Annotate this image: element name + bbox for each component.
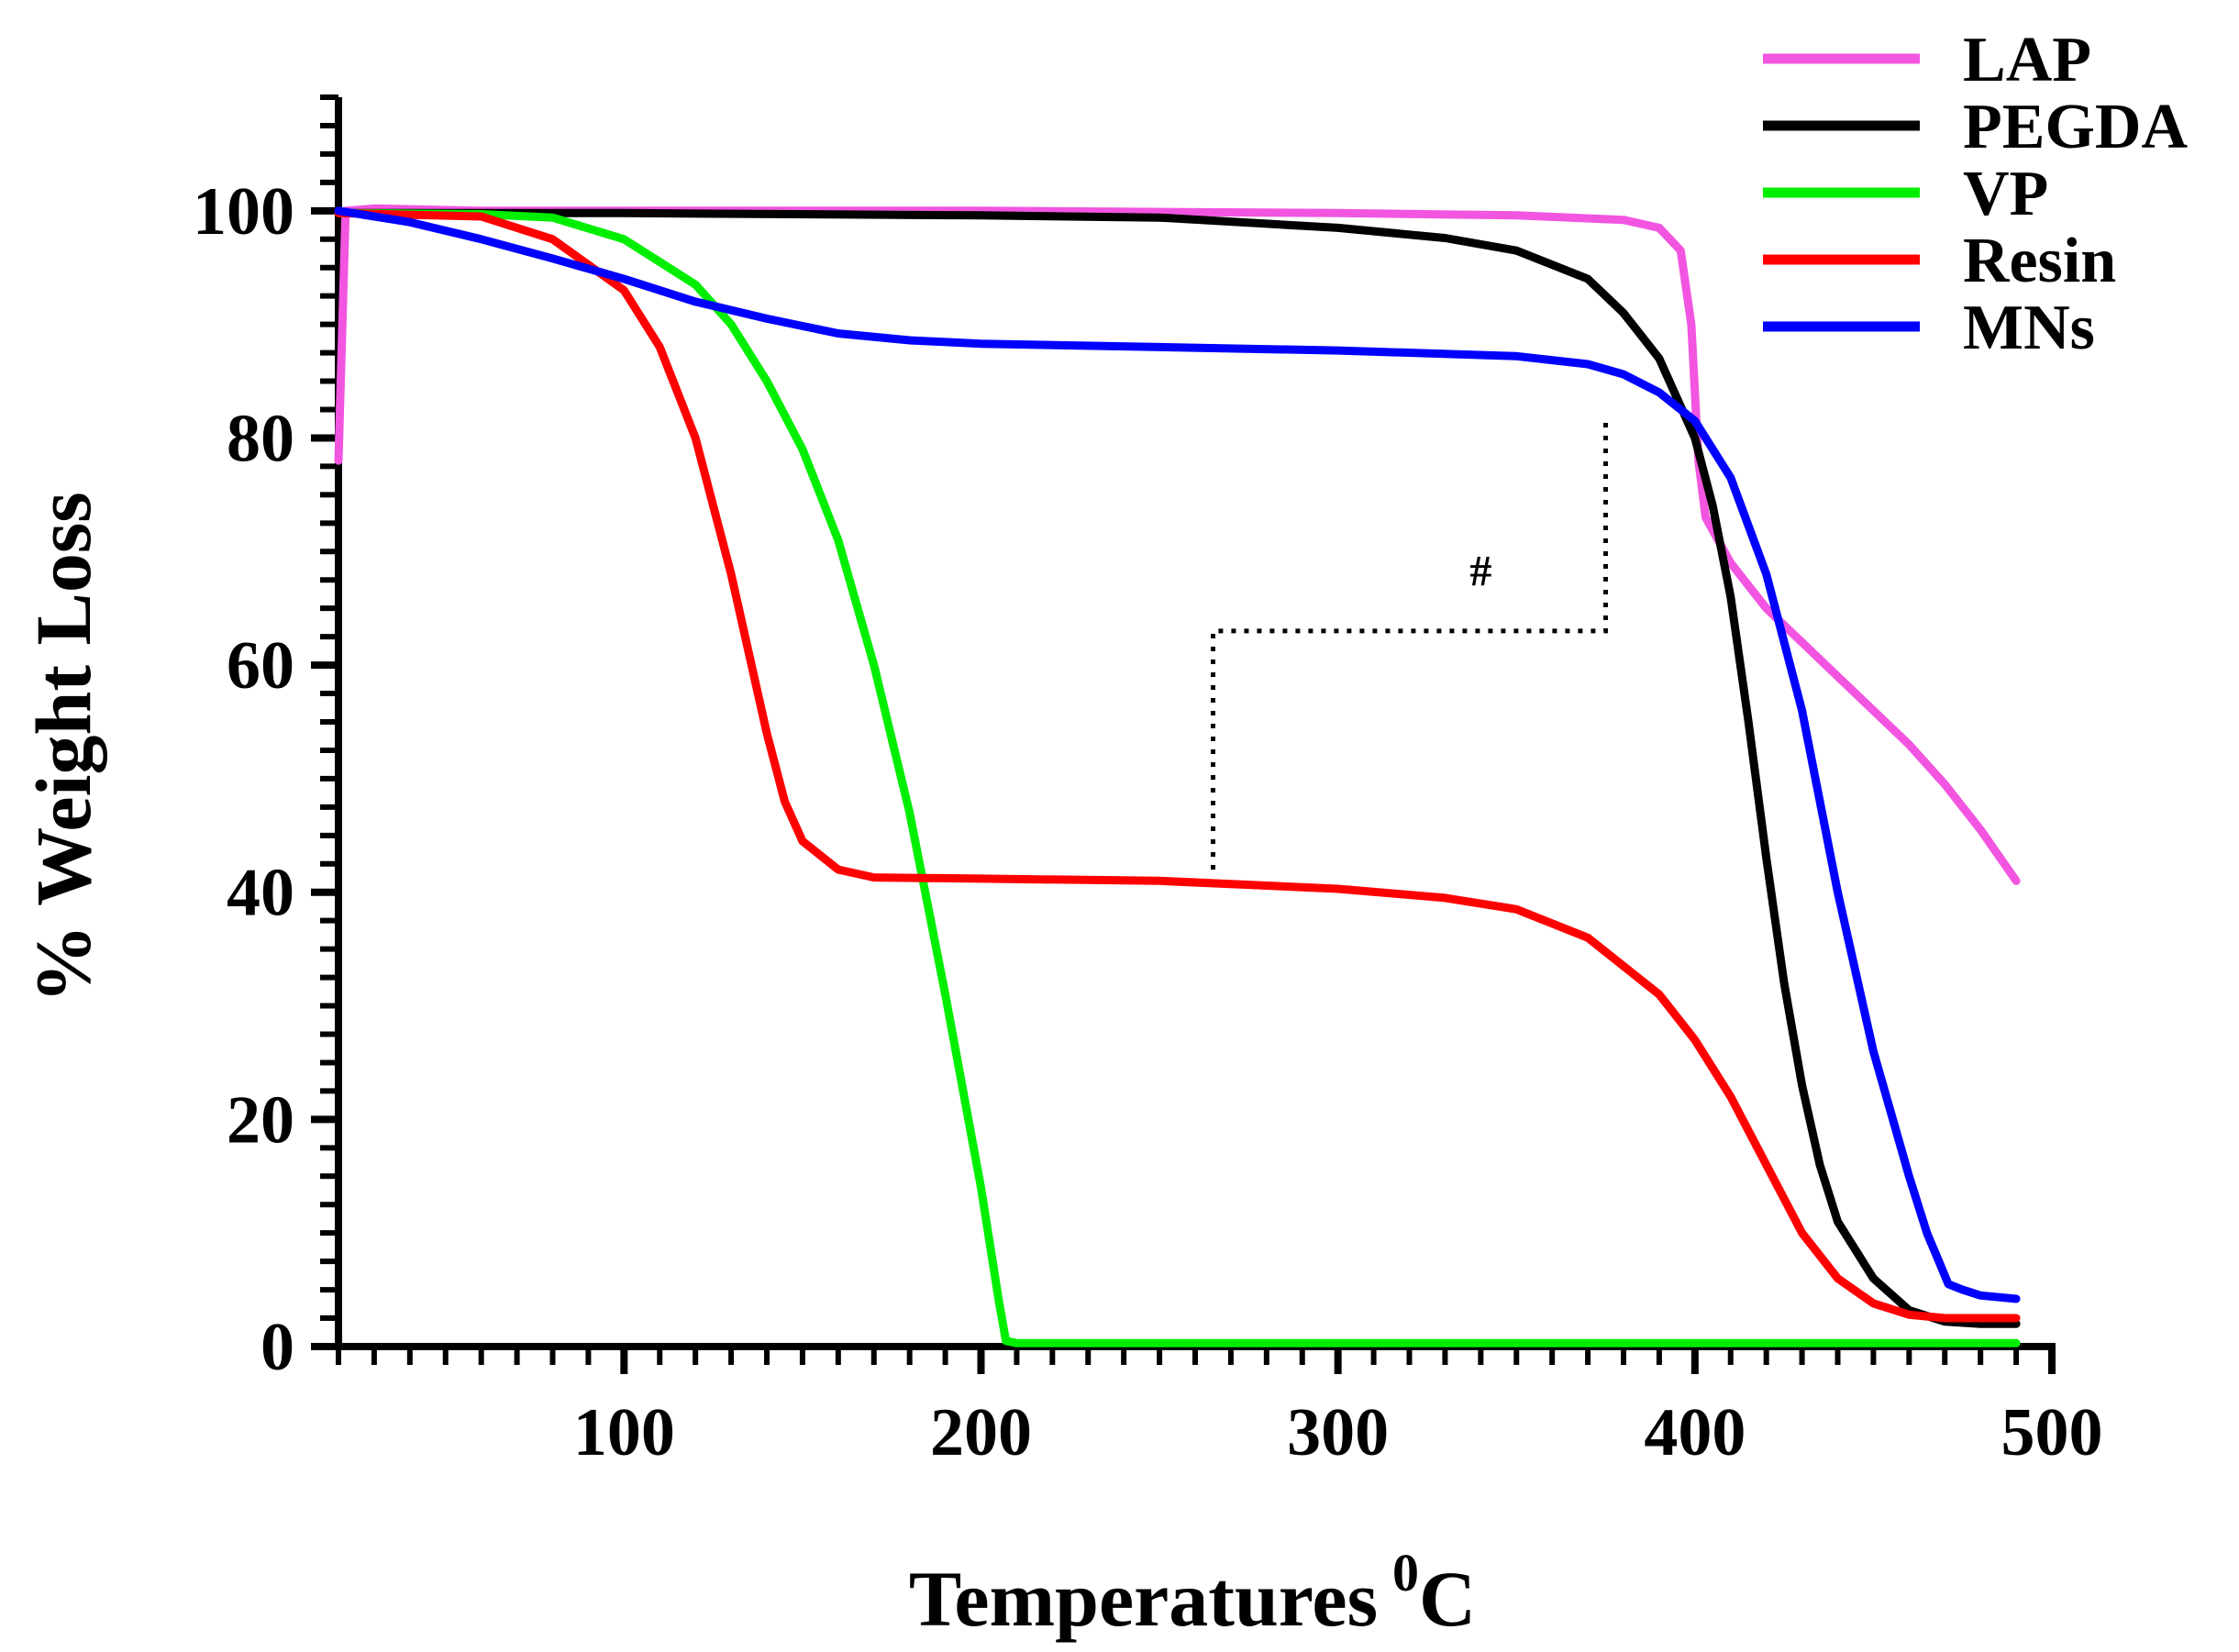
y-tick-label: 80 [227,401,294,476]
x-tick-label: 300 [1287,1395,1389,1470]
x-axis-title-superscript: 0 [1392,1543,1419,1602]
legend-label-mns: MNs [1963,293,2095,363]
series-line-pegda [334,208,2021,1328]
series-line-resin [334,208,2021,1323]
series-lines [334,204,2021,1347]
y-axis-ticks: 0 20 40 60 80 100 [193,94,338,1385]
x-axis-title-text: Temperatures [909,1555,1378,1643]
x-axis-ticks: 100 200 300 400 500 [336,1347,2103,1470]
x-axis-title: Temperatures 0C [909,1543,1476,1643]
axes [335,97,2056,1350]
annotations: # [1211,415,1608,870]
y-tick-label: 40 [227,856,294,931]
legend-label-resin: Resin [1963,226,2116,296]
significance-bracket [1211,415,1608,870]
legend-label-vp: VP [1963,159,2048,229]
significance-marker: # [1469,547,1491,595]
legend-label-pegda: PEGDA [1963,92,2188,162]
series-line-mns [334,206,2021,1303]
y-tick-label: 0 [260,1310,294,1385]
y-axis-title: % Weight Loss [19,492,107,1003]
series-line-lap [334,204,2021,885]
y-tick-label: 20 [227,1082,294,1158]
x-axis-title-unit: C [1419,1555,1476,1643]
y-tick-label: 100 [193,174,294,249]
x-tick-label: 200 [930,1395,1032,1470]
x-tick-label: 100 [573,1395,675,1470]
legend-label-lap: LAP [1963,25,2091,95]
x-tick-label: 400 [1644,1395,1746,1470]
x-tick-label: 500 [2001,1395,2103,1470]
y-tick-label: 60 [227,628,294,704]
series-line-vp [334,208,2021,1347]
